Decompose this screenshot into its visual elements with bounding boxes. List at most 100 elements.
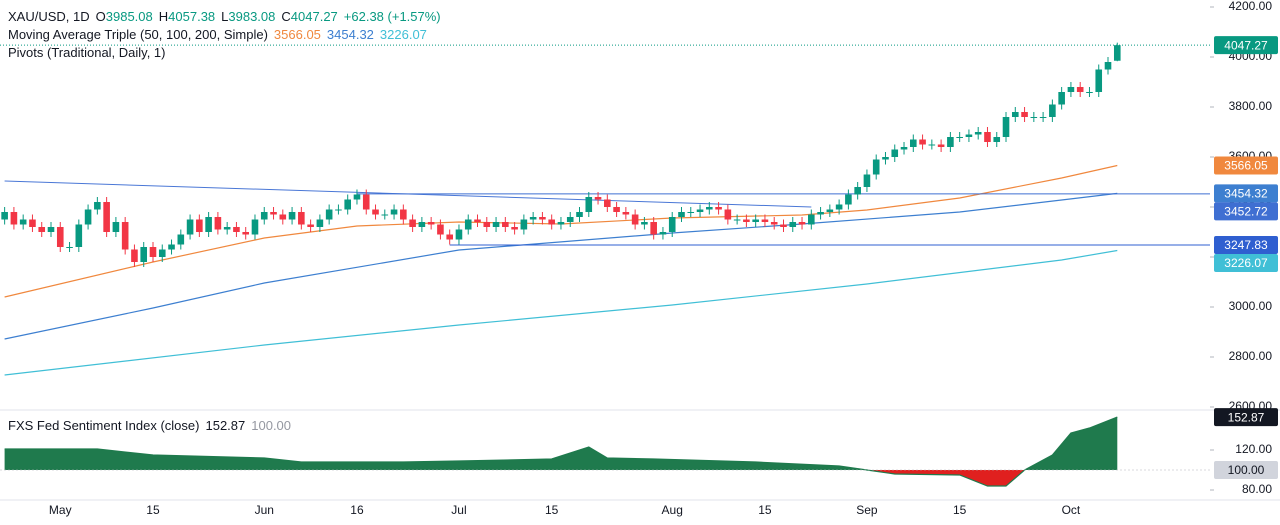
- candle-body: [344, 199, 352, 210]
- candle-body: [38, 227, 46, 232]
- candle-body: [131, 249, 138, 262]
- price-label-box: [1214, 202, 1278, 221]
- candle-body: [335, 209, 342, 211]
- candle-body: [845, 194, 852, 205]
- c-letter: C: [281, 9, 291, 24]
- ma-value: 3454.32: [326, 27, 374, 42]
- x-tick-label: Sep: [856, 503, 878, 517]
- indicator-baseline: 100.00: [251, 418, 292, 433]
- baseline-label: 100.00: [1228, 463, 1265, 477]
- symbol: XAU/USD, 1D: [8, 9, 90, 24]
- candle-body: [604, 199, 611, 207]
- candle-body: [121, 222, 129, 250]
- candle-body: [882, 157, 889, 160]
- candle-body: [464, 219, 472, 230]
- candle-body: [835, 204, 843, 210]
- candle-body: [520, 219, 528, 230]
- price-label: 4047.27: [1224, 38, 1268, 52]
- candle-body: [891, 149, 899, 157]
- candle-body: [872, 159, 880, 175]
- candle-body: [1113, 45, 1121, 61]
- candle-body: [909, 139, 917, 147]
- y-tick-label: 3000.00: [1229, 299, 1273, 313]
- candle-body: [260, 212, 268, 220]
- candle-body: [511, 227, 518, 230]
- candle-body: [808, 214, 815, 225]
- candle-body: [233, 227, 240, 232]
- candle-body: [94, 202, 101, 210]
- candle-body: [75, 224, 83, 247]
- x-tick-label: 16: [350, 503, 364, 517]
- ma-value: 3226.07: [379, 27, 427, 42]
- candle-body: [1058, 92, 1065, 105]
- candle-body: [446, 234, 453, 240]
- candle-body: [186, 219, 194, 235]
- candle-body: [770, 222, 778, 225]
- ma-value: 3566.05: [273, 27, 321, 42]
- candle-body: [947, 137, 954, 147]
- candle-body: [576, 212, 583, 217]
- candle-body: [437, 224, 444, 235]
- candle-body: [205, 217, 212, 232]
- price-label: 3226.07: [1224, 256, 1268, 270]
- candle-body: [1067, 87, 1075, 92]
- y-tick-label: 2800.00: [1229, 349, 1273, 363]
- x-tick-label: Oct: [1062, 503, 1081, 517]
- candle-body: [1030, 117, 1038, 118]
- candle-body: [650, 222, 657, 235]
- candle-body: [455, 229, 463, 240]
- candle-body: [789, 222, 797, 227]
- candle-body: [1039, 117, 1047, 118]
- candle-body: [372, 209, 379, 215]
- candle-body: [761, 219, 769, 222]
- candle-body: [743, 219, 750, 222]
- ohlc: H4057.38: [159, 9, 215, 24]
- candle-body: [919, 139, 926, 145]
- x-tick-label: 15: [953, 503, 967, 517]
- candle-body: [715, 207, 722, 210]
- candle-body: [112, 222, 120, 232]
- candle-body: [687, 212, 695, 213]
- candle-body: [400, 209, 407, 220]
- candle-body: [854, 187, 861, 195]
- y-tick-label: 4200.00: [1229, 0, 1273, 13]
- candle-body: [706, 207, 713, 210]
- candle-body: [678, 212, 685, 217]
- x-tick-label: 15: [758, 503, 772, 517]
- baseline-label-box: [1214, 461, 1278, 479]
- candle-body: [1086, 92, 1093, 93]
- ohlc: O3985.08: [96, 9, 153, 24]
- candle-body: [19, 219, 27, 225]
- candle-body: [502, 222, 509, 227]
- candle-body: [56, 227, 64, 247]
- candle-body: [937, 144, 945, 147]
- candle-body: [196, 219, 203, 232]
- price-label: 3452.72: [1224, 205, 1268, 219]
- ohlc: L3983.08: [221, 9, 275, 24]
- candle-body: [168, 244, 175, 250]
- ma-legend: Moving Average Triple (50, 100, 200, Sim…: [8, 27, 427, 42]
- candle-body: [307, 224, 314, 227]
- candle-body: [780, 224, 787, 227]
- candle-body: [29, 219, 36, 227]
- candle-body: [696, 209, 704, 212]
- pivots-title: Pivots (Traditional, Daily, 1): [8, 45, 166, 60]
- price-label: 3566.05: [1224, 159, 1268, 173]
- candle-body: [149, 247, 157, 257]
- candle-body: [1049, 104, 1056, 117]
- candle-body: [613, 207, 620, 212]
- x-tick-label: May: [49, 503, 72, 517]
- candle-body: [84, 209, 92, 225]
- o-letter: O: [95, 9, 106, 24]
- candle-body: [817, 212, 824, 215]
- x-tick-label: Jul: [451, 503, 466, 517]
- candle-body: [103, 202, 110, 232]
- y-tick-label: 80.00: [1242, 482, 1272, 496]
- candle-body: [409, 219, 416, 227]
- l-letter: L: [221, 9, 229, 24]
- candle-body: [641, 222, 648, 225]
- candle-body: [251, 219, 259, 235]
- candle-body: [214, 217, 222, 230]
- x-tick-label: 15: [545, 503, 559, 517]
